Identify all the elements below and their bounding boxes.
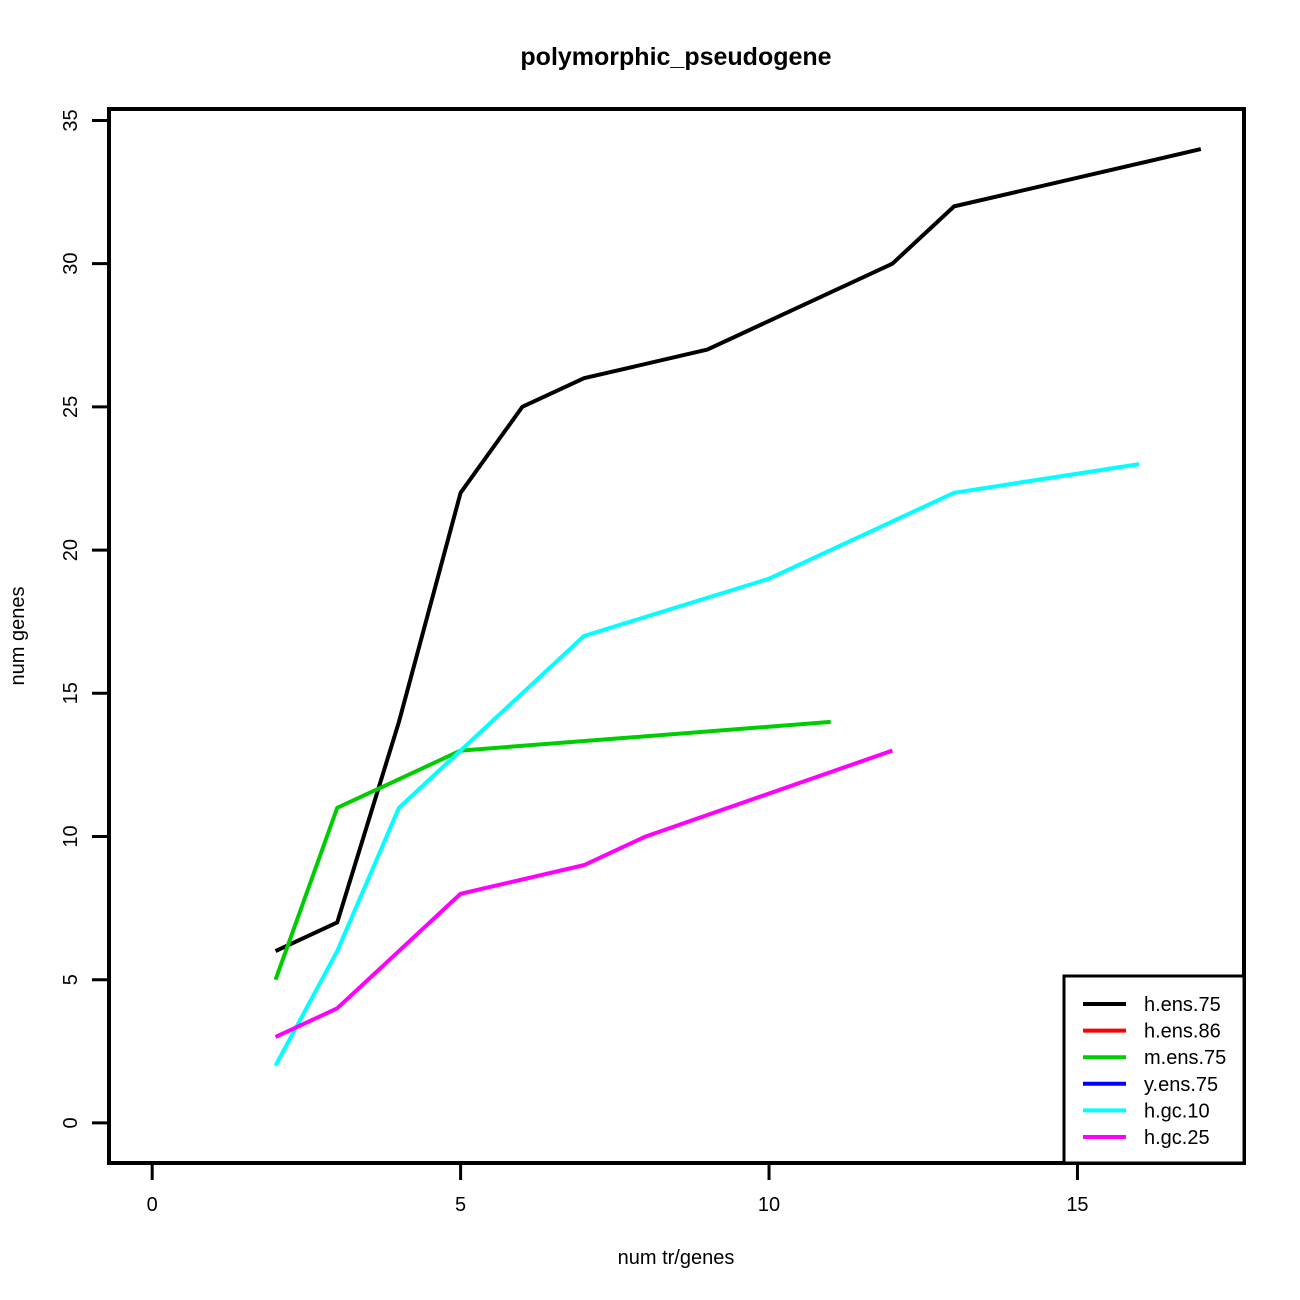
legend-label-h-gc-10: h.gc.10 (1144, 1100, 1210, 1122)
y-tick-label: 35 (60, 109, 82, 131)
series-layer (273, 147, 1202, 1067)
y-tick-label: 5 (60, 974, 82, 985)
y-tick-label: 30 (60, 253, 82, 275)
legend-label-y-ens-75: y.ens.75 (1144, 1074, 1218, 1096)
series-line-h-gc-25 (274, 748, 894, 1039)
legend: h.ens.75 h.ens.86 m.ens.75 y.ens.75 h.gc.10 h… (1062, 974, 1246, 1165)
series-line-h-ens-75 (274, 147, 1202, 953)
series-line-m-ens-75 (273, 719, 831, 981)
x-tick-label: 10 (758, 1194, 780, 1216)
y-tick-label: 25 (60, 396, 82, 418)
y-tick-label: 20 (60, 539, 82, 561)
chart-title: polymorphic_pseudogene (520, 43, 831, 71)
legend-label-h-ens-75: h.ens.75 (1144, 994, 1221, 1016)
axes-layer: 0 5 10 15 0 5 10 15 20 25 30 35 (60, 107, 1246, 1216)
x-tick-label: 5 (455, 1194, 466, 1216)
y-tick-label: 0 (60, 1117, 82, 1128)
y-tick-label: 15 (60, 682, 82, 704)
legend-label-h-gc-25: h.gc.25 (1144, 1127, 1210, 1149)
x-tick-label: 15 (1066, 1194, 1088, 1216)
y-axis-label: num genes (7, 587, 29, 686)
x-axis-label: num tr/genes (618, 1247, 735, 1269)
series-line-h-gc-10 (273, 462, 1140, 1067)
legend-box (1062, 974, 1246, 1165)
y-tick-label: 10 (60, 825, 82, 847)
legend-label-h-ens-86: h.ens.86 (1144, 1021, 1221, 1043)
x-tick-label: 0 (147, 1194, 158, 1216)
legend-label-m-ens-75: m.ens.75 (1144, 1047, 1226, 1069)
